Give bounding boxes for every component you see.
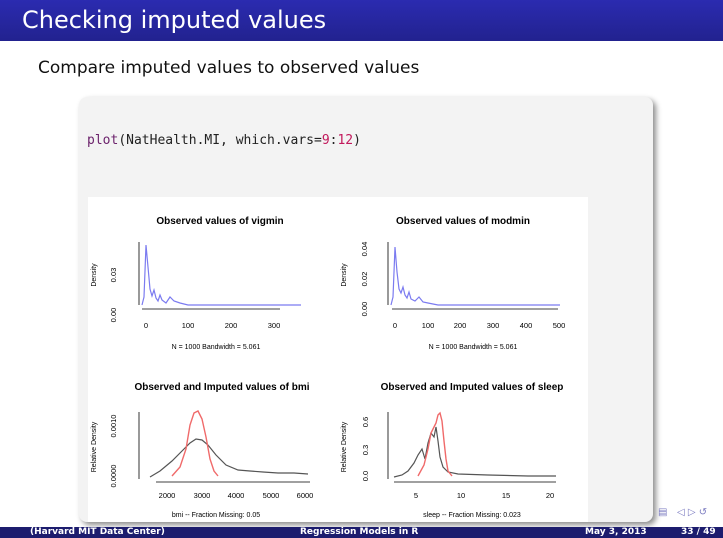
x-tick-label: 3000 xyxy=(194,491,211,500)
panel-title: Observed and Imputed values of bmi xyxy=(134,382,309,393)
x-tick-label: 100 xyxy=(422,321,435,330)
footer-bar: (Harvard MIT Data Center) Regression Mod… xyxy=(0,527,723,538)
x-tick-label: 100 xyxy=(182,321,195,330)
y-tick-label: 0.03 xyxy=(109,268,118,283)
x-tick-label: 300 xyxy=(268,321,281,330)
observed-density-line xyxy=(390,246,560,306)
footer-author: (Harvard MIT Data Center) xyxy=(30,527,165,537)
panel-title: Observed values of modmin xyxy=(396,216,530,227)
y-tick-label: 0.0010 xyxy=(109,415,118,438)
x-tick-label: 2000 xyxy=(159,491,176,500)
x-tick-label: 200 xyxy=(225,321,238,330)
slide-subtitle: Compare imputed values to observed value… xyxy=(38,58,420,78)
panel-title: Observed values of vigmin xyxy=(156,216,283,227)
y-axis-label: Density xyxy=(91,263,98,287)
density-plots: Observed values of vigmin 0.00 0.03 Dens… xyxy=(91,216,565,519)
y-axis-label: Relative Density xyxy=(341,421,348,472)
panel-bmi: Observed and Imputed values of bmi 0.000… xyxy=(91,382,313,519)
x-tick-label: 200 xyxy=(454,321,467,330)
y-tick-label: 0.02 xyxy=(360,272,369,287)
footer-date: May 3, 2013 xyxy=(585,527,647,537)
observed-density-line xyxy=(141,244,301,306)
footer-course: Regression Models in R xyxy=(300,527,419,537)
panel-caption: sleep -- Fraction Missing: 0.023 xyxy=(423,512,521,519)
code-close: ) xyxy=(353,133,361,148)
slide-title: Checking imputed values xyxy=(22,6,327,34)
y-tick-label: 0.6 xyxy=(361,417,370,427)
panel-caption: bmi -- Fraction Missing: 0.05 xyxy=(172,512,260,519)
code-sep: : xyxy=(329,133,338,148)
panel-caption: N = 1000 Bandwidth = 5.061 xyxy=(429,344,518,351)
panel-sleep: Observed and Imputed values of sleep 0.0… xyxy=(341,382,563,519)
x-tick-label: 500 xyxy=(553,321,566,330)
imputed-density-line xyxy=(417,411,453,477)
y-tick-label: 0.3 xyxy=(361,445,370,455)
panel-title: Observed and Imputed values of sleep xyxy=(381,382,564,393)
x-tick-label: 15 xyxy=(502,491,510,500)
x-tick-label: 0 xyxy=(393,321,397,330)
panel-vigmin: Observed values of vigmin 0.00 0.03 Dens… xyxy=(91,216,301,351)
beamer-nav-controls[interactable]: ▤ ◁ ▷ ↺ xyxy=(658,507,708,518)
footer-page: 33 / 49 xyxy=(681,527,716,537)
x-tick-label: 10 xyxy=(457,491,465,500)
panel-modmin: Observed values of modmin 0.00 0.02 0.04… xyxy=(341,216,565,351)
x-tick-label: 4000 xyxy=(228,491,245,500)
y-tick-label: 0.04 xyxy=(360,242,369,257)
y-axis-label: Relative Density xyxy=(91,421,98,472)
code-function: plot xyxy=(87,133,119,148)
imputed-density-line xyxy=(171,410,219,477)
code-line: plot(NatHealth.MI, which.vars=9:12) xyxy=(87,133,361,148)
panel-caption: N = 1000 Bandwidth = 5.061 xyxy=(172,344,261,351)
code-num-end: 12 xyxy=(337,133,354,148)
y-tick-label: 0.00 xyxy=(360,302,369,317)
combined-density-line xyxy=(393,426,556,478)
x-tick-label: 5 xyxy=(414,491,418,500)
x-tick-label: 20 xyxy=(546,491,554,500)
code-num-start: 9 xyxy=(321,133,330,148)
combined-density-line xyxy=(149,438,309,478)
y-tick-label: 0.0000 xyxy=(109,465,118,488)
plot-output: Observed values of vigmin 0.00 0.03 Dens… xyxy=(88,197,588,522)
x-tick-label: 5000 xyxy=(263,491,280,500)
x-tick-label: 6000 xyxy=(297,491,314,500)
y-tick-label: 0.0 xyxy=(361,471,370,481)
code-args: (NatHealth.MI, which.vars= xyxy=(118,133,322,148)
title-bar: Checking imputed values xyxy=(0,0,723,41)
x-tick-label: 0 xyxy=(144,321,148,330)
x-tick-label: 400 xyxy=(520,321,533,330)
y-tick-label: 0.00 xyxy=(109,308,118,323)
x-tick-label: 300 xyxy=(487,321,500,330)
y-axis-label: Density xyxy=(341,263,348,287)
